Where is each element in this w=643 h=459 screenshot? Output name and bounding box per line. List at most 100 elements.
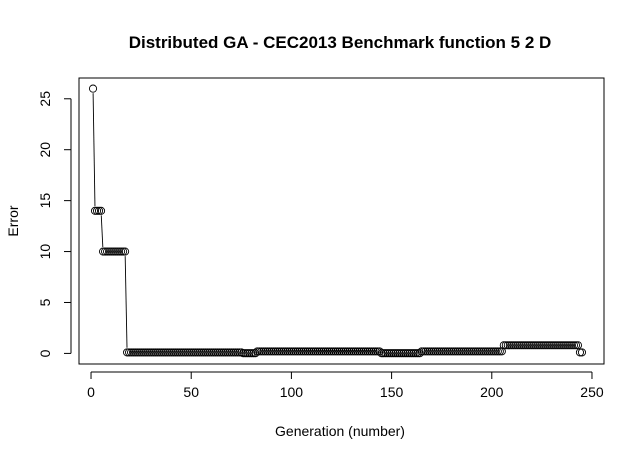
data-point [435,347,444,356]
data-point [277,347,286,356]
data-point [209,348,218,357]
data-point [477,347,486,356]
data-points [88,84,587,358]
data-point [499,341,508,350]
data-point [113,247,122,256]
data-point [529,341,538,350]
data-point [387,349,396,358]
data-point [181,348,190,357]
data-point [425,347,434,356]
data-point [341,347,350,356]
data-point [365,347,374,356]
data-point [549,341,558,350]
chart-title: Distributed GA - CEC2013 Benchmark funct… [129,33,552,52]
data-point [379,349,388,358]
data-point [323,347,332,356]
data-point [233,348,242,357]
data-point [241,349,250,358]
data-point [363,347,372,356]
data-point [479,347,488,356]
data-point [433,347,442,356]
data-point [471,347,480,356]
data-point [187,348,196,357]
data-point [175,348,184,357]
data-point [361,347,370,356]
data-point [297,347,306,356]
data-point [349,347,358,356]
y-axis: 0 5 10 15 20 25 [37,91,72,357]
data-point [213,348,222,357]
data-point [129,348,138,357]
data-point [355,347,364,356]
data-point [147,348,156,357]
data-point [507,341,516,350]
x-axis-label: Generation (number) [275,423,405,439]
data-point [399,349,408,358]
data-point [503,341,512,350]
data-point [267,347,276,356]
data-point [137,348,146,357]
data-point [531,341,540,350]
data-point [94,206,104,215]
data-point [325,347,334,356]
data-point [463,347,472,356]
data-point [135,348,144,357]
data-point [411,349,420,358]
data-point [563,341,572,350]
data-point [523,341,532,350]
connector-line [124,256,128,348]
y-tick-label: 25 [37,91,53,107]
data-point [337,347,346,356]
data-point [329,347,338,356]
data-point [291,347,300,356]
data-point [567,341,576,350]
data-point [423,347,432,356]
data-point [177,348,186,357]
data-point [313,347,322,356]
data-point [88,84,98,93]
x-tick-label: 0 [87,384,95,400]
data-point [115,247,124,256]
data-point [203,348,212,357]
data-point [109,247,118,256]
data-point [333,347,342,356]
data-point [90,206,100,215]
data-point [391,349,400,358]
data-point [453,347,462,356]
data-point [483,347,492,356]
data-point [327,347,336,356]
data-point [207,348,216,357]
plot-frame [78,77,605,365]
data-point [205,348,214,357]
data-point [473,347,482,356]
data-point [409,349,418,358]
data-point [155,348,164,357]
data-point [527,341,536,350]
data-point [543,341,552,350]
data-point [555,341,564,350]
x-tick-label: 150 [380,384,404,400]
data-point [283,347,292,356]
data-point [339,347,348,356]
data-point [383,349,392,358]
data-point [145,348,154,357]
data-point [445,347,454,356]
x-tick-label: 100 [280,384,304,400]
data-point [269,347,278,356]
data-point [103,247,112,256]
data-point [525,341,534,350]
data-point [245,349,254,358]
data-point [475,347,484,356]
data-point [395,349,404,358]
data-point [393,349,402,358]
data-point [511,341,520,350]
data-point [96,206,106,215]
x-tick-label: 250 [580,384,604,400]
data-point [517,341,526,350]
data-point [371,347,380,356]
data-point [195,348,204,357]
data-point [105,247,114,256]
data-point [565,341,574,350]
data-point [521,341,530,350]
